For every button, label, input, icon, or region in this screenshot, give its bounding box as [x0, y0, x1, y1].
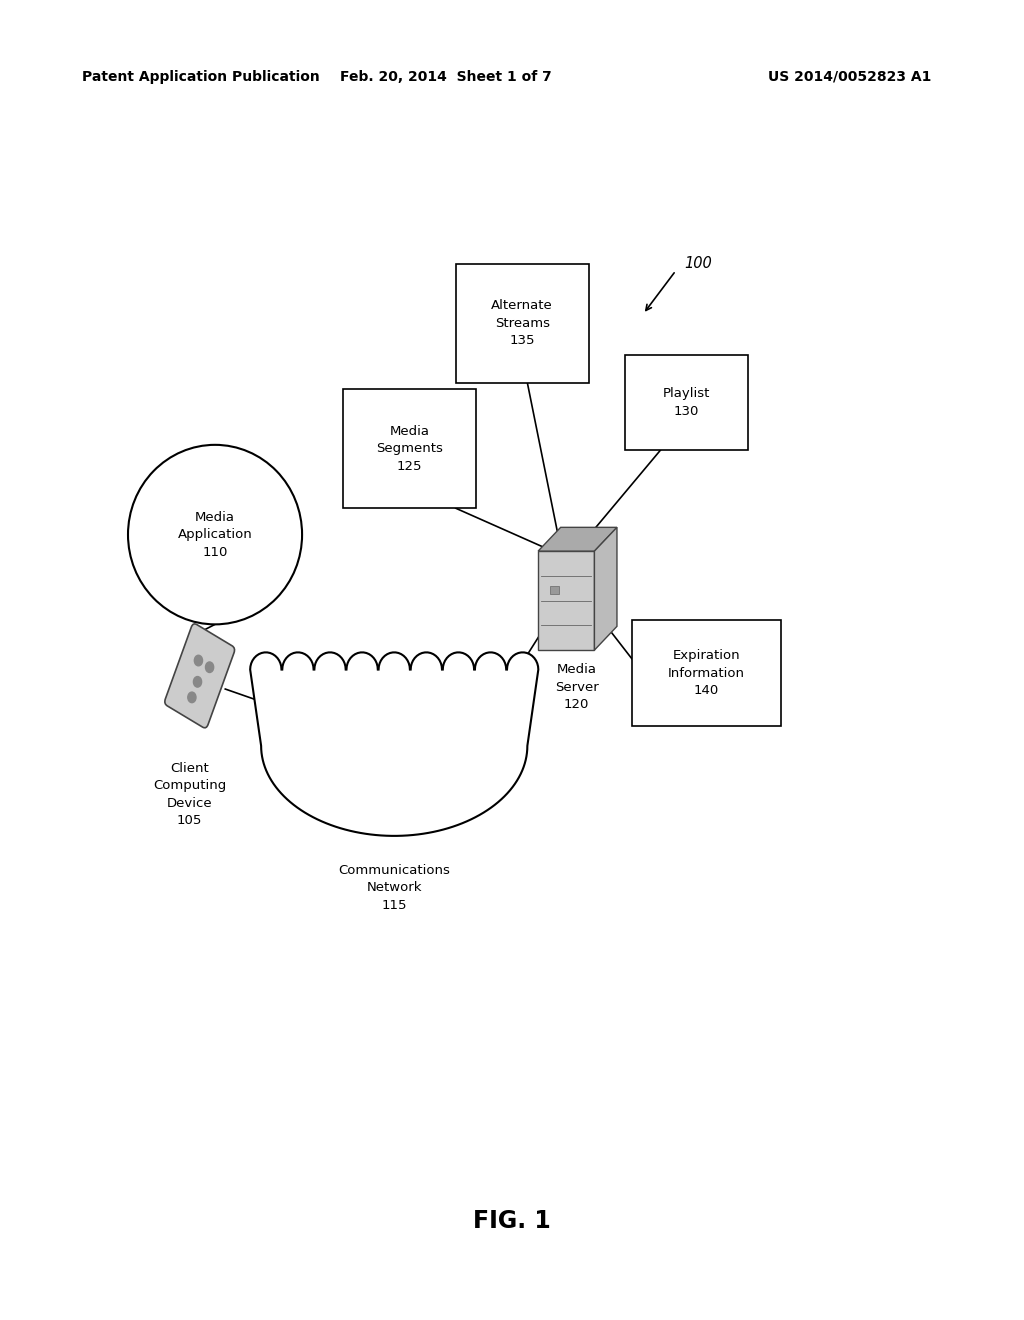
Text: Media
Application
110: Media Application 110 [178, 511, 252, 558]
Ellipse shape [128, 445, 302, 624]
FancyBboxPatch shape [165, 624, 234, 727]
Text: Expiration
Information
140: Expiration Information 140 [668, 649, 745, 697]
Circle shape [195, 655, 203, 665]
Text: Media
Server
120: Media Server 120 [555, 663, 598, 711]
Polygon shape [539, 552, 594, 649]
Circle shape [194, 677, 202, 688]
Text: Communications
Network
115: Communications Network 115 [338, 863, 451, 912]
Text: 100: 100 [684, 256, 712, 272]
Text: Patent Application Publication: Patent Application Publication [82, 70, 319, 83]
FancyBboxPatch shape [456, 264, 589, 383]
Polygon shape [539, 527, 616, 552]
Text: Media
Segments
125: Media Segments 125 [376, 425, 443, 473]
FancyBboxPatch shape [343, 389, 476, 508]
Text: Playlist
130: Playlist 130 [663, 387, 710, 418]
Text: Feb. 20, 2014  Sheet 1 of 7: Feb. 20, 2014 Sheet 1 of 7 [340, 70, 551, 83]
FancyBboxPatch shape [551, 586, 559, 594]
Text: Alternate
Streams
135: Alternate Streams 135 [492, 300, 553, 347]
FancyBboxPatch shape [625, 355, 748, 450]
Circle shape [187, 692, 196, 702]
Text: Client
Computing
Device
105: Client Computing Device 105 [153, 762, 226, 828]
FancyBboxPatch shape [632, 620, 780, 726]
Polygon shape [594, 527, 616, 649]
Polygon shape [250, 652, 539, 836]
Circle shape [206, 661, 214, 672]
Text: US 2014/0052823 A1: US 2014/0052823 A1 [768, 70, 932, 83]
Text: FIG. 1: FIG. 1 [473, 1209, 551, 1233]
